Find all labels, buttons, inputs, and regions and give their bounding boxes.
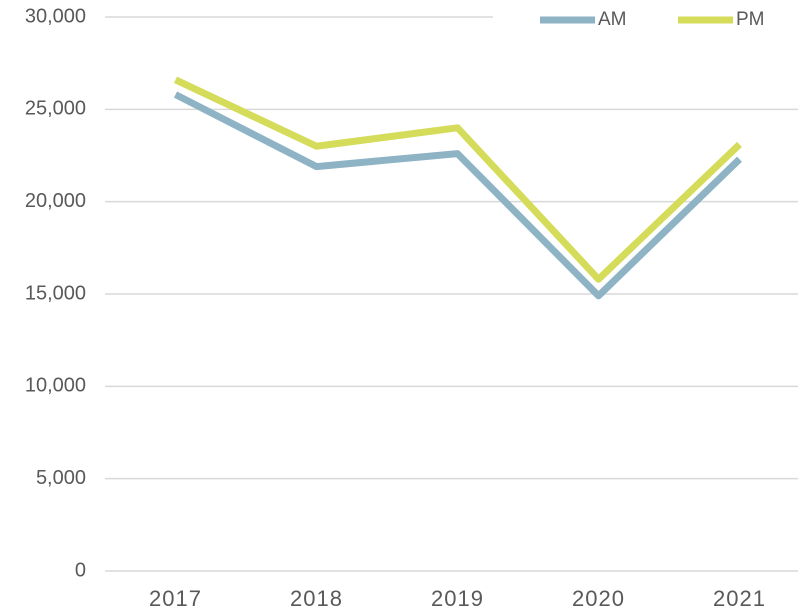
x-tick-label: 2018: [290, 586, 343, 611]
y-tick-label: 15,000: [25, 282, 86, 304]
line-series: [174, 76, 742, 283]
x-tick-label: 2019: [431, 586, 484, 611]
y-tick-label: 20,000: [25, 190, 86, 212]
y-tick-label: 30,000: [25, 5, 86, 27]
legend-label: AM: [598, 9, 627, 30]
x-tick-label: 2020: [572, 586, 625, 611]
y-tick-label: 5,000: [36, 467, 86, 489]
legend-label: PM: [736, 9, 765, 30]
y-tick-label: 25,000: [25, 98, 86, 120]
x-tick-label: 2021: [713, 586, 766, 611]
x-tick-label: 2017: [149, 586, 202, 611]
line-series: [173, 91, 742, 300]
y-tick-label: 0: [75, 559, 86, 581]
y-tick-label: 10,000: [25, 375, 86, 397]
